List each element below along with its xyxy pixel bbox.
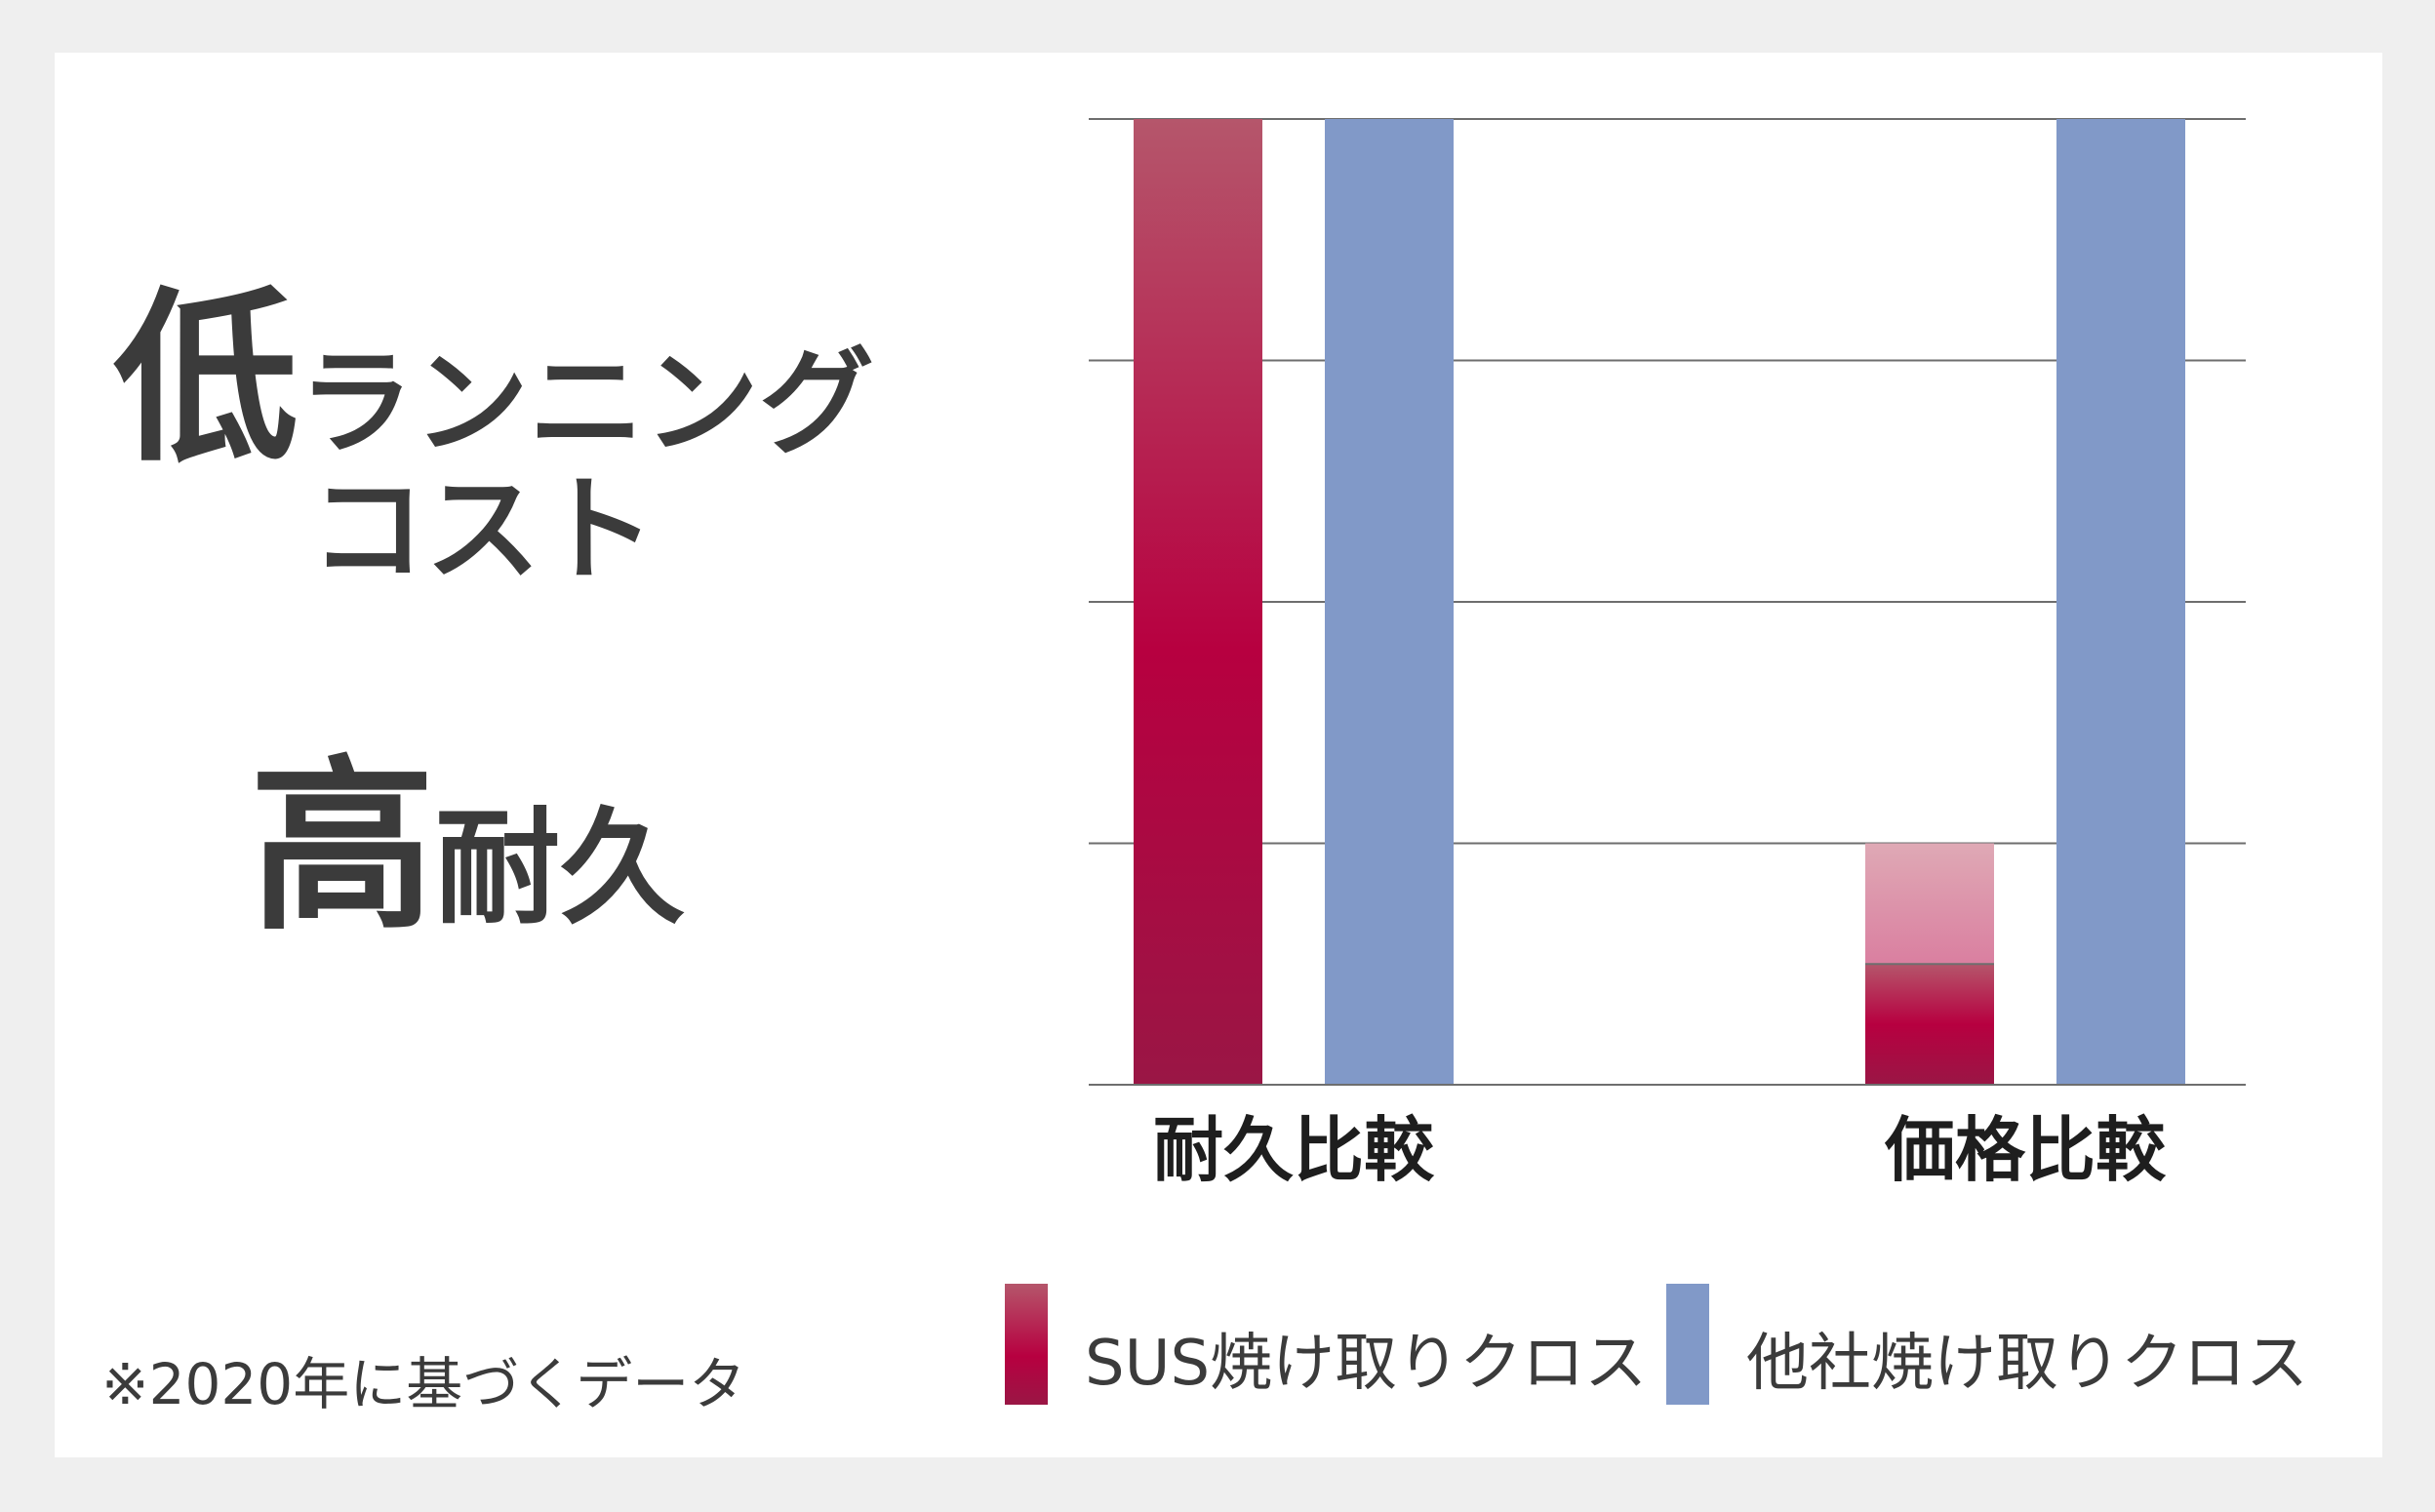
headline-low: 低 (113, 271, 299, 487)
footnote: ※2020年に基づくデータ (101, 1351, 746, 1417)
headline-running: ランニング (299, 336, 875, 470)
legend-label-other: 他社焼け取りクロス (1746, 1328, 2308, 1400)
chart-panel: 低ランニング コスト 高耐久 耐久比較 価格比較 (55, 53, 2382, 1457)
category-label-0: 耐久比較 (1152, 1109, 1435, 1191)
bar-sus-0 (1134, 119, 1262, 1085)
legend-label-sus: SUS焼け取りクロス (1085, 1328, 1648, 1400)
category-label-1: 価格比較 (1884, 1109, 2167, 1191)
legend-swatch-sus (1005, 1284, 1048, 1405)
headline-high: 高 (250, 739, 436, 955)
headline-line-3: 高耐久 (250, 755, 685, 940)
headline-durable: 耐久 (435, 796, 686, 941)
bar-other-0 (1325, 119, 1454, 1085)
bars (1089, 119, 2246, 1086)
bar-other-1 (2056, 119, 2185, 1085)
headline-line-1: 低ランニング (113, 287, 874, 472)
bar-sus-1-lower-band (1865, 964, 1994, 1085)
headline-cost: コスト (310, 462, 657, 597)
legend-swatch-other (1666, 1284, 1709, 1405)
bar-chart (1089, 118, 2246, 1086)
